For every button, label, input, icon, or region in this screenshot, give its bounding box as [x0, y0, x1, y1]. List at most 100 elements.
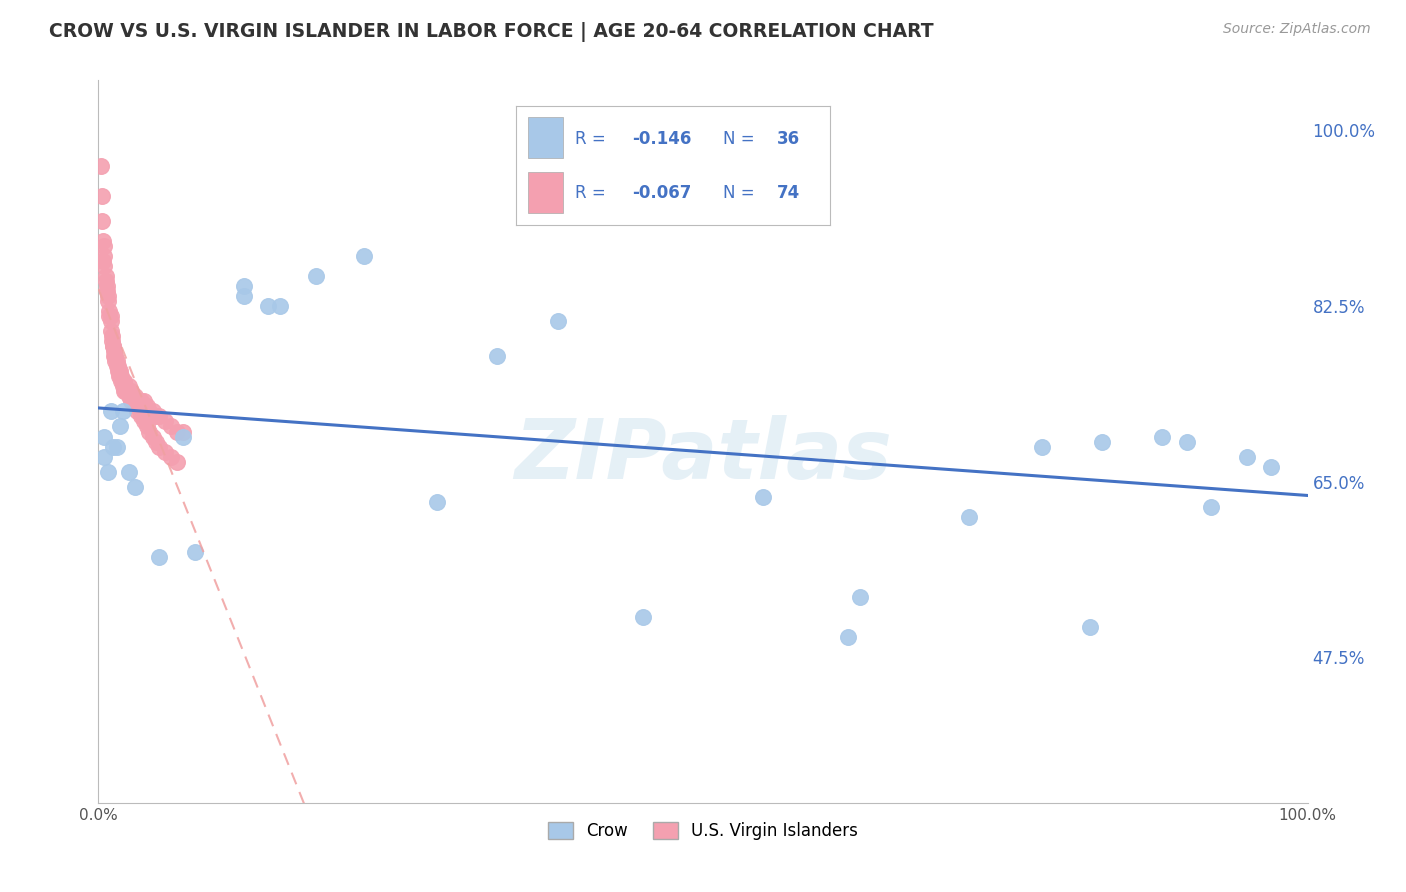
Point: [90, 159, 112, 173]
Point: [1175, 434, 1198, 449]
Point: [103, 344, 125, 359]
Point: [108, 369, 131, 384]
Point: [104, 349, 127, 363]
Point: [108, 364, 131, 378]
Point: [100, 324, 122, 338]
Point: [118, 389, 141, 403]
Point: [148, 409, 170, 424]
Point: [93, 450, 115, 464]
Point: [100, 329, 122, 343]
Point: [153, 414, 176, 429]
Point: [108, 419, 131, 434]
Point: [547, 314, 569, 328]
Point: [100, 309, 122, 323]
Point: [91, 234, 114, 248]
Point: [837, 630, 859, 644]
Point: [103, 349, 125, 363]
Point: [124, 480, 146, 494]
Point: [135, 400, 157, 414]
Point: [110, 374, 132, 388]
Text: CROW VS U.S. VIRGIN ISLANDER IN LABOR FORCE | AGE 20-64 CORRELATION CHART: CROW VS U.S. VIRGIN ISLANDER IN LABOR FO…: [49, 22, 934, 42]
Point: [104, 354, 127, 368]
Point: [849, 590, 872, 604]
Point: [108, 369, 131, 384]
Point: [97, 293, 120, 308]
Point: [96, 279, 118, 293]
Point: [91, 213, 114, 227]
Point: [134, 394, 156, 409]
Point: [426, 494, 449, 508]
Point: [619, 188, 641, 202]
Point: [153, 444, 176, 458]
Point: [124, 389, 146, 403]
Point: [94, 268, 117, 283]
Point: [305, 268, 328, 283]
Point: [1078, 620, 1101, 634]
Point: [269, 299, 291, 313]
Point: [138, 425, 160, 439]
Point: [120, 394, 142, 409]
Point: [957, 509, 980, 524]
Point: [127, 394, 149, 409]
Point: [256, 299, 278, 313]
Point: [631, 610, 654, 624]
Point: [111, 379, 134, 393]
Point: [107, 364, 129, 378]
Point: [108, 364, 131, 378]
Point: [100, 314, 122, 328]
Point: [1260, 459, 1282, 474]
Point: [111, 374, 134, 388]
Point: [105, 354, 128, 368]
Point: [97, 465, 120, 479]
Point: [96, 284, 118, 298]
Point: [112, 384, 135, 399]
Point: [129, 409, 152, 424]
Point: [1236, 450, 1258, 464]
Point: [148, 440, 170, 454]
Point: [232, 279, 254, 293]
Point: [160, 419, 183, 434]
Point: [93, 259, 115, 273]
Point: [172, 429, 194, 443]
Point: [184, 545, 207, 559]
Point: [105, 359, 128, 374]
Point: [100, 334, 122, 348]
Point: [142, 404, 165, 418]
Point: [142, 429, 165, 443]
Point: [124, 400, 146, 414]
Text: Source: ZipAtlas.com: Source: ZipAtlas.com: [1223, 22, 1371, 37]
Point: [112, 374, 135, 388]
Point: [101, 440, 124, 454]
Point: [101, 339, 124, 353]
Point: [97, 289, 120, 303]
Point: [98, 304, 121, 318]
Point: [91, 188, 114, 202]
Point: [111, 404, 134, 418]
Point: [118, 379, 141, 393]
Text: ZIPatlas: ZIPatlas: [515, 416, 891, 497]
Point: [107, 359, 129, 374]
Point: [93, 249, 115, 263]
Point: [232, 289, 254, 303]
Point: [166, 425, 188, 439]
Point: [100, 404, 122, 418]
Point: [114, 384, 136, 399]
Point: [129, 394, 152, 409]
Point: [172, 425, 194, 439]
Point: [93, 429, 115, 443]
Point: [353, 249, 375, 263]
Point: [1199, 500, 1222, 514]
Point: [118, 465, 141, 479]
Point: [101, 339, 124, 353]
Point: [145, 434, 167, 449]
Legend: Crow, U.S. Virgin Islanders: Crow, U.S. Virgin Islanders: [540, 814, 866, 848]
Point: [1031, 440, 1053, 454]
Point: [138, 404, 160, 418]
Point: [1091, 434, 1114, 449]
Point: [94, 274, 117, 288]
Point: [91, 253, 114, 268]
Point: [135, 419, 157, 434]
Point: [148, 549, 170, 564]
Point: [1152, 429, 1174, 443]
Point: [110, 369, 132, 384]
